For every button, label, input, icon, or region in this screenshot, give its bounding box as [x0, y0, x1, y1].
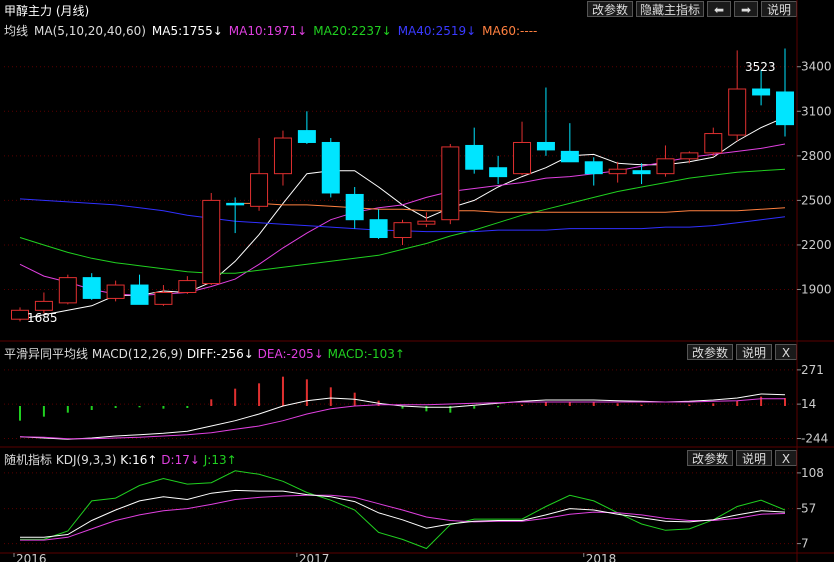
price-tick-label: 3100: [801, 104, 832, 118]
k-line: [20, 489, 786, 538]
macd-tick-label: -244: [801, 432, 828, 446]
price-tick-label: 3400: [801, 60, 832, 74]
prev-arrow-button[interactable]: ⬅: [707, 1, 731, 17]
k-value: K:16↑: [120, 453, 158, 467]
candle-body: [130, 284, 149, 305]
ma60-line: [235, 202, 786, 213]
x-axis-label: 2016: [16, 552, 47, 562]
macd-close-button[interactable]: X: [775, 344, 797, 360]
candle-body: [178, 280, 197, 293]
kdj-title: 随机指标: [4, 453, 53, 467]
macd-tick-label: 271: [801, 363, 824, 377]
x-axis-label: 2018: [586, 552, 617, 562]
candle-body: [11, 309, 29, 320]
diff-line: [19, 393, 786, 440]
candle-body: [608, 168, 627, 175]
kdj-tick-label: 57: [801, 502, 816, 516]
macd-legend: 平滑异同平均线 MACD(12,26,9) DIFF:-256↓ DEA:-20…: [4, 345, 405, 362]
kdj-definition: KDJ(9,3,3): [55, 453, 117, 467]
d-line: [20, 494, 786, 541]
diff-value: DIFF:-256↓: [186, 347, 254, 361]
low-price-annotation: 1685: [27, 311, 58, 325]
candle-body: [584, 161, 603, 175]
candle-body: [345, 193, 364, 221]
candle-body: [680, 152, 699, 160]
candle-body: [250, 173, 269, 207]
candle-body: [202, 199, 221, 285]
hide-indicators-button[interactable]: 隐藏主指标: [636, 1, 704, 17]
macd-params-button[interactable]: 改参数: [687, 344, 733, 360]
price-tick-label: 2500: [801, 193, 832, 207]
dea-value: DEA:-205↓: [257, 347, 324, 361]
ma-definition: MA(5,10,20,40,60): [34, 24, 146, 38]
candle-body: [728, 88, 747, 136]
kdj-tick-label: 108: [801, 466, 824, 480]
change-params-button[interactable]: 改参数: [587, 1, 633, 17]
kdj-help-button[interactable]: 说明: [736, 450, 772, 466]
kdj-legend: 随机指标 KDJ(9,3,3) K:16↑ D:17↓ J:13↑: [4, 451, 237, 468]
price-tick-label: 2800: [801, 149, 832, 163]
ma60-value: MA60:----: [482, 24, 538, 38]
macd-help-button[interactable]: 说明: [736, 344, 772, 360]
candle-body: [489, 167, 508, 178]
j-line: [20, 470, 786, 550]
ma-legend: 均线 MA(5,10,20,40,60) MA5:1755↓ MA10:1971↓ MA…: [0, 22, 834, 40]
candle-body: [513, 141, 532, 175]
candle-body: [656, 158, 675, 175]
candle-body: [465, 144, 484, 170]
ma20-value: MA20:2237↓: [313, 24, 392, 38]
price-tick-label: 1900: [801, 283, 832, 297]
chart-title: 甲醇主力 (月线): [4, 4, 90, 18]
x-axis-label: 2017: [299, 552, 330, 562]
candle-body: [297, 130, 316, 143]
kdj-params-button[interactable]: 改参数: [687, 450, 733, 466]
ma10-value: MA10:1971↓: [228, 24, 308, 38]
kdj-tick-label: 7: [801, 537, 809, 551]
help-button[interactable]: 说明: [761, 1, 797, 17]
candle-body: [417, 220, 436, 225]
candle-body: [536, 141, 555, 151]
candle-body: [441, 146, 460, 221]
kdj-close-button[interactable]: X: [775, 450, 797, 466]
macd-value: MACD:-103↑: [327, 347, 405, 361]
macd-tick-label: 14: [801, 397, 816, 411]
high-price-annotation: 3523: [745, 60, 776, 74]
dea-line: [19, 398, 785, 440]
candle-body: [560, 150, 579, 163]
next-arrow-button[interactable]: ➡: [734, 1, 758, 17]
macd-definition: MACD(12,26,9): [91, 347, 183, 361]
candle-body: [369, 219, 388, 239]
candle-body: [776, 91, 794, 126]
ma10-line: [19, 143, 786, 296]
candle-body: [34, 300, 53, 311]
candle-body: [752, 88, 771, 96]
main-header-bar: 甲醇主力 (月线) 改参数 隐藏主指标 ⬅ ➡ 说明: [0, 0, 834, 18]
j-value: J:13↑: [203, 453, 237, 467]
candle-body: [58, 277, 77, 304]
ma5-value: MA5:1755↓: [151, 24, 223, 38]
candle-body: [704, 133, 723, 154]
ma5-line: [19, 116, 786, 320]
candle-body: [154, 291, 173, 305]
price-tick-label: 2200: [801, 238, 832, 252]
ma40-line: [19, 198, 786, 233]
candle-body: [321, 141, 340, 194]
ma-label: 均线: [4, 24, 29, 38]
candle-body: [393, 222, 412, 239]
candle-body: [273, 137, 292, 175]
macd-title: 平滑异同平均线: [4, 347, 89, 361]
ma40-value: MA40:2519↓: [397, 24, 477, 38]
candle-body: [632, 170, 651, 175]
ma20-line: [19, 168, 786, 274]
candle-body: [106, 284, 125, 299]
d-value: D:17↓: [161, 453, 200, 467]
macd-header-bar: 平滑异同平均线 MACD(12,26,9) DIFF:-256↓ DEA:-20…: [0, 343, 834, 361]
kdj-header-bar: 随机指标 KDJ(9,3,3) K:16↑ D:17↓ J:13↑ 改参数 说明…: [0, 449, 834, 467]
candle-body: [82, 277, 101, 299]
candle-body: [226, 202, 245, 206]
